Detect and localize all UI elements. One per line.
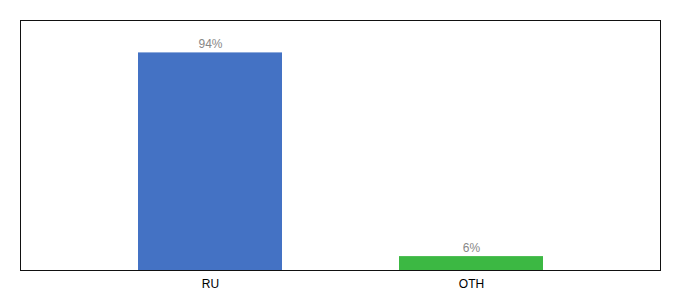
svg-text:94%: 94% (198, 37, 222, 51)
svg-text:RU: RU (202, 277, 219, 291)
svg-text:6%: 6% (463, 241, 481, 255)
svg-text:OTH: OTH (459, 277, 484, 291)
